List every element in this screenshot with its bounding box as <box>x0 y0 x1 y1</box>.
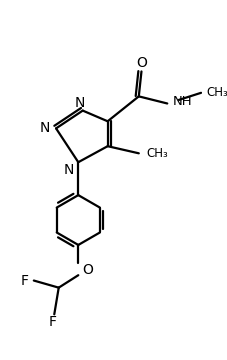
Text: N: N <box>75 96 85 111</box>
Text: NH: NH <box>173 95 192 108</box>
Text: CH₃: CH₃ <box>146 147 168 160</box>
Text: CH₃: CH₃ <box>206 86 227 99</box>
Text: O: O <box>136 57 147 71</box>
Text: F: F <box>20 274 28 288</box>
Text: N: N <box>39 121 50 135</box>
Text: F: F <box>49 315 57 329</box>
Text: N: N <box>64 163 74 177</box>
Text: O: O <box>83 263 94 277</box>
